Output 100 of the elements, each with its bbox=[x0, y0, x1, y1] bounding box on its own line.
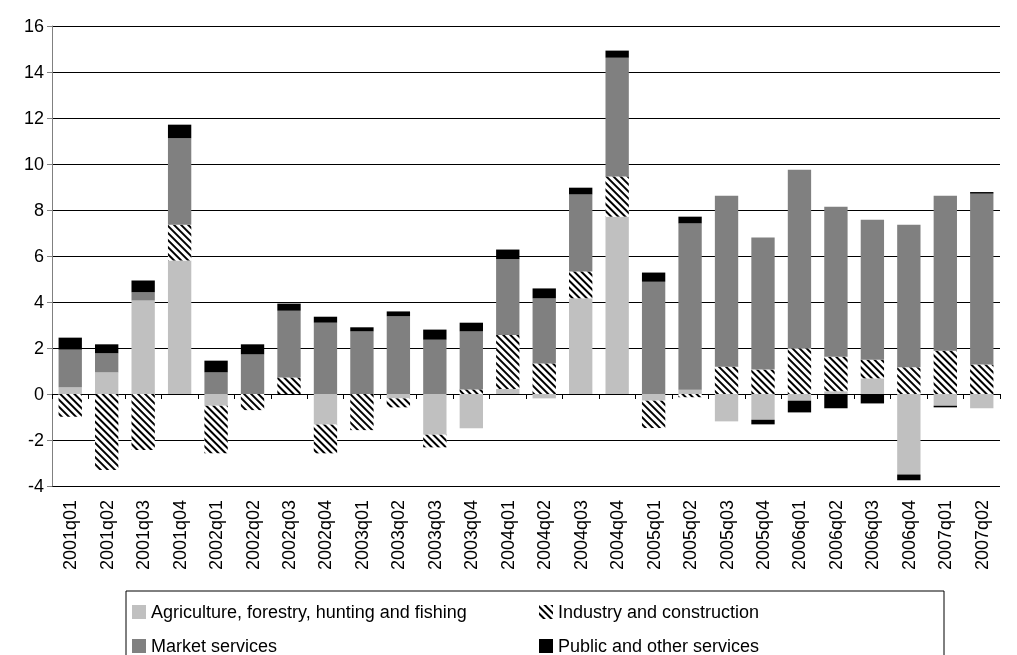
bar bbox=[751, 419, 775, 425]
bar bbox=[897, 394, 921, 475]
x-tick-label: 2002q01 bbox=[206, 500, 227, 571]
bar bbox=[678, 223, 702, 390]
bar bbox=[678, 389, 702, 394]
bar bbox=[459, 394, 483, 429]
legend-label: Agriculture, forestry, hunting and fishing bbox=[151, 602, 467, 622]
x-tick-label: 2002q03 bbox=[279, 500, 299, 571]
bar bbox=[350, 331, 374, 394]
bar bbox=[496, 259, 520, 335]
x-tick-label: 2007q02 bbox=[971, 500, 992, 571]
bar bbox=[386, 311, 411, 317]
legend-label: Market services bbox=[151, 636, 278, 655]
bar bbox=[569, 298, 593, 394]
y-tick-label: 6 bbox=[33, 246, 44, 266]
bar bbox=[605, 50, 629, 58]
y-tick-label: -2 bbox=[27, 430, 44, 450]
bar bbox=[860, 394, 885, 404]
y-tick-label: 0 bbox=[33, 384, 44, 404]
y-tick-label: 14 bbox=[23, 62, 44, 82]
bar bbox=[787, 169, 812, 349]
bar bbox=[58, 349, 82, 388]
bar bbox=[532, 394, 556, 399]
x-tick-label: 2004q03 bbox=[570, 500, 591, 571]
bar bbox=[714, 394, 739, 422]
bar bbox=[714, 195, 739, 367]
bar bbox=[167, 138, 192, 225]
bar bbox=[824, 391, 848, 394]
x-tick-label: 2006q01 bbox=[789, 500, 810, 571]
bar bbox=[386, 316, 411, 394]
x-tick-label: 2002q02 bbox=[242, 500, 263, 571]
y-tick-label: 16 bbox=[23, 16, 44, 36]
bar bbox=[350, 327, 374, 332]
legend-label: Public and other services bbox=[558, 636, 760, 655]
x-tick-label: 2004q02 bbox=[534, 500, 555, 571]
bar bbox=[131, 280, 155, 293]
bar bbox=[641, 281, 666, 394]
bar bbox=[386, 394, 411, 399]
bar bbox=[970, 394, 994, 409]
bar bbox=[860, 219, 885, 360]
x-tick-label: 2005q03 bbox=[716, 500, 737, 571]
x-tick-label: 2005q02 bbox=[680, 500, 701, 571]
bar bbox=[569, 194, 593, 272]
bar bbox=[970, 193, 994, 365]
x-tick-label: 2003q03 bbox=[424, 500, 445, 571]
bar bbox=[751, 394, 775, 420]
x-tick-label: 2002q04 bbox=[315, 500, 336, 571]
bar bbox=[204, 372, 228, 394]
bar bbox=[313, 394, 338, 425]
bar bbox=[204, 394, 228, 406]
x-tick-label: 2005q04 bbox=[753, 500, 773, 571]
bar bbox=[532, 288, 556, 299]
bar bbox=[423, 339, 447, 394]
bar bbox=[787, 400, 812, 413]
bar bbox=[605, 57, 629, 177]
bar bbox=[240, 354, 265, 394]
bar bbox=[95, 353, 119, 373]
x-tick-label: 2001q01 bbox=[60, 500, 81, 571]
bar bbox=[933, 394, 957, 406]
x-tick-label: 2001q04 bbox=[169, 500, 190, 571]
bar bbox=[641, 394, 666, 401]
bar bbox=[641, 272, 666, 282]
x-tick-label: 2001q03 bbox=[133, 500, 154, 571]
bar bbox=[459, 322, 483, 332]
x-tick-label: 2004q01 bbox=[497, 500, 518, 571]
bar bbox=[313, 322, 338, 394]
bar bbox=[605, 216, 629, 394]
x-tick-label: 2007q01 bbox=[935, 500, 956, 571]
bar bbox=[423, 394, 447, 435]
bar bbox=[751, 237, 775, 370]
x-tick-label: 2004q04 bbox=[607, 500, 628, 571]
bar bbox=[277, 310, 301, 378]
bar bbox=[423, 329, 447, 340]
bar bbox=[496, 388, 520, 394]
bar bbox=[313, 316, 338, 323]
bar bbox=[787, 394, 812, 401]
x-tick-label: 2003q02 bbox=[388, 500, 409, 571]
bar bbox=[131, 292, 155, 301]
y-tick-label: -4 bbox=[27, 476, 44, 496]
x-tick-label: 2003q01 bbox=[351, 500, 372, 571]
y-tick-label: 2 bbox=[33, 338, 44, 358]
bar bbox=[824, 206, 848, 357]
bar bbox=[459, 331, 483, 390]
bar bbox=[204, 360, 228, 373]
bar bbox=[824, 394, 848, 409]
bar bbox=[58, 387, 82, 394]
bar bbox=[167, 124, 192, 139]
bar bbox=[860, 378, 885, 394]
bar bbox=[678, 216, 702, 224]
x-tick-label: 2001q02 bbox=[96, 500, 117, 571]
y-tick-label: 12 bbox=[23, 108, 44, 128]
y-tick-label: 4 bbox=[33, 292, 44, 312]
x-tick-label: 2006q02 bbox=[825, 500, 846, 571]
bar bbox=[131, 300, 155, 394]
x-tick-label: 2006q04 bbox=[898, 500, 919, 571]
bar bbox=[532, 298, 556, 364]
bar bbox=[95, 372, 119, 394]
x-tick-label: 2003q04 bbox=[461, 500, 482, 571]
y-tick-label: 10 bbox=[23, 154, 44, 174]
y-tick-label: 8 bbox=[33, 200, 44, 220]
